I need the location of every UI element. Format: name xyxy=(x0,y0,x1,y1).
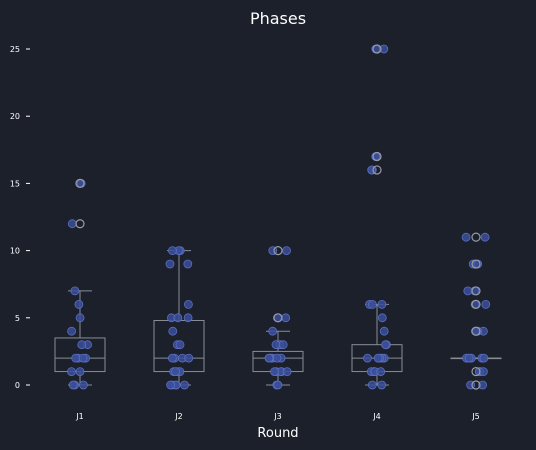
outlier-marker xyxy=(471,380,481,390)
data-point xyxy=(376,367,386,377)
outlier-marker xyxy=(75,178,85,188)
data-point xyxy=(377,299,387,309)
data-point xyxy=(281,313,291,323)
outlier-marker xyxy=(471,286,481,296)
data-point xyxy=(373,353,383,363)
data-point xyxy=(166,380,176,390)
data-point xyxy=(282,246,291,256)
data-point xyxy=(282,367,292,377)
x-tick-label: J3 xyxy=(273,412,281,421)
outlier-marker xyxy=(471,366,481,377)
data-point xyxy=(379,44,389,54)
outlier-marker xyxy=(372,44,382,54)
data-point xyxy=(377,313,387,323)
data-point xyxy=(71,353,81,363)
y-tick-label: 0 xyxy=(15,381,20,390)
data-point xyxy=(79,380,88,390)
data-point xyxy=(175,340,185,350)
data-point xyxy=(464,353,474,363)
x-tick-label: J5 xyxy=(471,412,479,421)
data-point xyxy=(363,353,372,363)
x-axis: J1 J2 J3 J4 J5 xyxy=(75,412,479,421)
data-point xyxy=(481,299,491,309)
x-axis-label: Round xyxy=(257,426,298,441)
data-point xyxy=(184,353,194,363)
data-point xyxy=(183,299,193,309)
data-point xyxy=(273,380,283,390)
data-point xyxy=(479,353,489,363)
y-tick-label: 20 xyxy=(10,112,20,121)
x-tick-label: J2 xyxy=(174,412,182,421)
outlier-marker xyxy=(471,259,481,269)
outlier-marker xyxy=(273,313,283,323)
data-point xyxy=(272,353,282,363)
y-axis: 0 5 10 15 20 25 xyxy=(10,45,30,390)
outlier-marker xyxy=(471,299,481,309)
data-point xyxy=(367,299,377,309)
data-point xyxy=(271,340,281,350)
data-point xyxy=(75,367,85,377)
data-point xyxy=(173,313,183,323)
outliers-layer xyxy=(75,44,481,390)
data-point xyxy=(165,259,175,269)
data-point xyxy=(480,232,490,242)
data-point xyxy=(77,340,87,350)
y-tick-label: 10 xyxy=(10,247,20,256)
data-point xyxy=(67,326,76,336)
outlier-marker xyxy=(372,151,382,162)
data-point xyxy=(183,313,193,323)
data-point xyxy=(381,340,390,350)
outlier-marker xyxy=(372,165,382,175)
y-tick-label: 15 xyxy=(10,179,20,188)
data-point xyxy=(67,367,76,377)
data-point xyxy=(68,380,78,390)
outlier-marker xyxy=(471,232,481,242)
data-point xyxy=(379,326,389,336)
data-point xyxy=(180,380,189,390)
data-point xyxy=(168,326,178,336)
data-point xyxy=(74,299,84,309)
data-point xyxy=(270,367,279,377)
data-point xyxy=(171,367,181,377)
outlier-marker xyxy=(75,219,85,229)
x-tick-label: J4 xyxy=(372,412,380,421)
data-point xyxy=(67,219,77,229)
chart-title: Phases xyxy=(250,9,306,28)
data-point xyxy=(70,286,80,296)
data-point xyxy=(268,326,278,336)
data-point xyxy=(478,380,488,390)
data-point xyxy=(478,367,488,377)
y-tick-label: 25 xyxy=(10,45,20,54)
data-point xyxy=(75,313,85,323)
x-tick-label: J1 xyxy=(75,412,83,421)
data-point xyxy=(167,353,177,363)
y-tick-label: 5 xyxy=(15,314,20,323)
data-point xyxy=(278,340,288,350)
data-point xyxy=(367,380,377,390)
data-point xyxy=(168,246,177,256)
data-point xyxy=(461,232,471,242)
data-point xyxy=(183,259,193,269)
outlier-marker xyxy=(273,246,283,256)
outlier-marker xyxy=(471,326,481,336)
data-point xyxy=(463,286,473,296)
data-point xyxy=(264,353,274,363)
points-layer xyxy=(67,44,491,390)
data-point xyxy=(78,353,88,363)
data-point xyxy=(377,380,387,390)
